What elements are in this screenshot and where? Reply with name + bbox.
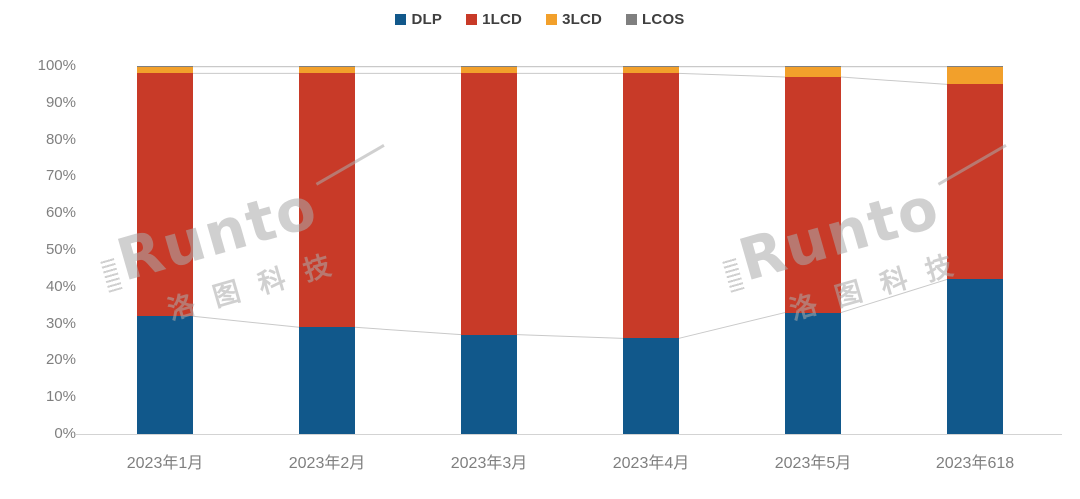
series-line-1lcd	[840, 76, 948, 85]
bar-segment-3lcd	[947, 66, 1003, 85]
y-axis-tick-label: 70%	[45, 167, 76, 185]
legend-item-3lcd: 3LCD	[546, 11, 602, 28]
legend-marker-icon	[466, 14, 478, 25]
legend-label: LCOS	[642, 11, 685, 28]
bar-segment-3lcd	[785, 66, 841, 78]
bar-segment-dlp	[461, 334, 517, 434]
y-axis-tick-label: 0%	[54, 425, 76, 442]
bar-segment-dlp	[137, 316, 193, 434]
series-line-dlp	[678, 312, 786, 339]
series-line-dlp	[192, 315, 300, 328]
legend-label: DLP	[411, 11, 443, 28]
bar-segment-dlp	[785, 312, 841, 434]
bar-segment-1lcd	[461, 73, 517, 335]
x-axis-line	[76, 434, 1062, 435]
series-line-dlp	[516, 334, 624, 339]
bar-segment-1lcd	[137, 73, 193, 317]
legend-item-lcos: LCOS	[626, 11, 684, 28]
legend-marker-icon	[546, 14, 558, 25]
legend-marker-icon	[395, 14, 407, 25]
series-line-dlp	[840, 278, 948, 314]
legend-item-dlp: DLP	[395, 11, 442, 28]
y-axis-tick-label: 60%	[45, 204, 76, 222]
bar-segment-dlp	[623, 338, 679, 434]
x-axis-label: 2023年618	[935, 455, 1015, 472]
bar-2023年618	[947, 66, 1003, 434]
x-axis-label: 2023年3月	[450, 455, 528, 472]
legend-label: 1LCD	[482, 11, 523, 28]
bar-2023年1月	[137, 66, 193, 434]
series-connector-lines	[192, 66, 948, 339]
bar-segment-lcos	[623, 66, 679, 67]
y-axis-tick-label: 50%	[45, 241, 76, 258]
bar-2023年3月	[461, 66, 517, 434]
bar-segment-lcos	[137, 66, 193, 67]
y-axis-tick-label: 30%	[45, 314, 76, 332]
bar-segment-dlp	[299, 327, 355, 434]
series-line-dlp	[354, 326, 462, 336]
series-line-1lcd	[678, 72, 786, 78]
bar-segment-3lcd	[299, 66, 355, 74]
bar-segment-1lcd	[623, 73, 679, 339]
bar-segment-3lcd	[623, 66, 679, 74]
bar-2023年5月	[785, 66, 841, 434]
legend-label: 3LCD	[562, 11, 603, 28]
bar-segment-1lcd	[947, 84, 1003, 280]
plot-area	[84, 66, 1056, 434]
x-axis-label: 2023年2月	[288, 455, 366, 472]
bar-segment-dlp	[947, 279, 1003, 434]
y-axis-tick-label: 20%	[45, 351, 76, 369]
y-axis-tick-label: 90%	[45, 93, 76, 111]
y-axis-tick-label: 10%	[45, 388, 76, 406]
bar-segment-3lcd	[137, 66, 193, 74]
bar-segment-lcos	[785, 66, 841, 67]
y-axis-tick-label: 80%	[45, 130, 76, 148]
bar-segment-lcos	[461, 66, 517, 67]
x-axis-label: 2023年1月	[126, 455, 204, 472]
bar-segment-1lcd	[785, 77, 841, 313]
y-axis-tick-label: 40%	[45, 277, 76, 295]
bar-2023年2月	[299, 66, 355, 434]
bar-segment-1lcd	[299, 73, 355, 328]
x-axis-label: 2023年4月	[612, 455, 690, 472]
bar-2023年4月	[623, 66, 679, 434]
x-axis-label: 2023年5月	[774, 455, 852, 472]
bar-segment-3lcd	[461, 66, 517, 74]
y-axis-tick-label: 100%	[37, 57, 76, 74]
bar-segment-lcos	[947, 66, 1003, 67]
legend-marker-icon	[626, 14, 638, 25]
legend: DLP 1LCD 3LCD LCOS	[0, 11, 1080, 28]
bar-segment-lcos	[299, 66, 355, 67]
legend-item-1lcd: 1LCD	[466, 11, 522, 28]
